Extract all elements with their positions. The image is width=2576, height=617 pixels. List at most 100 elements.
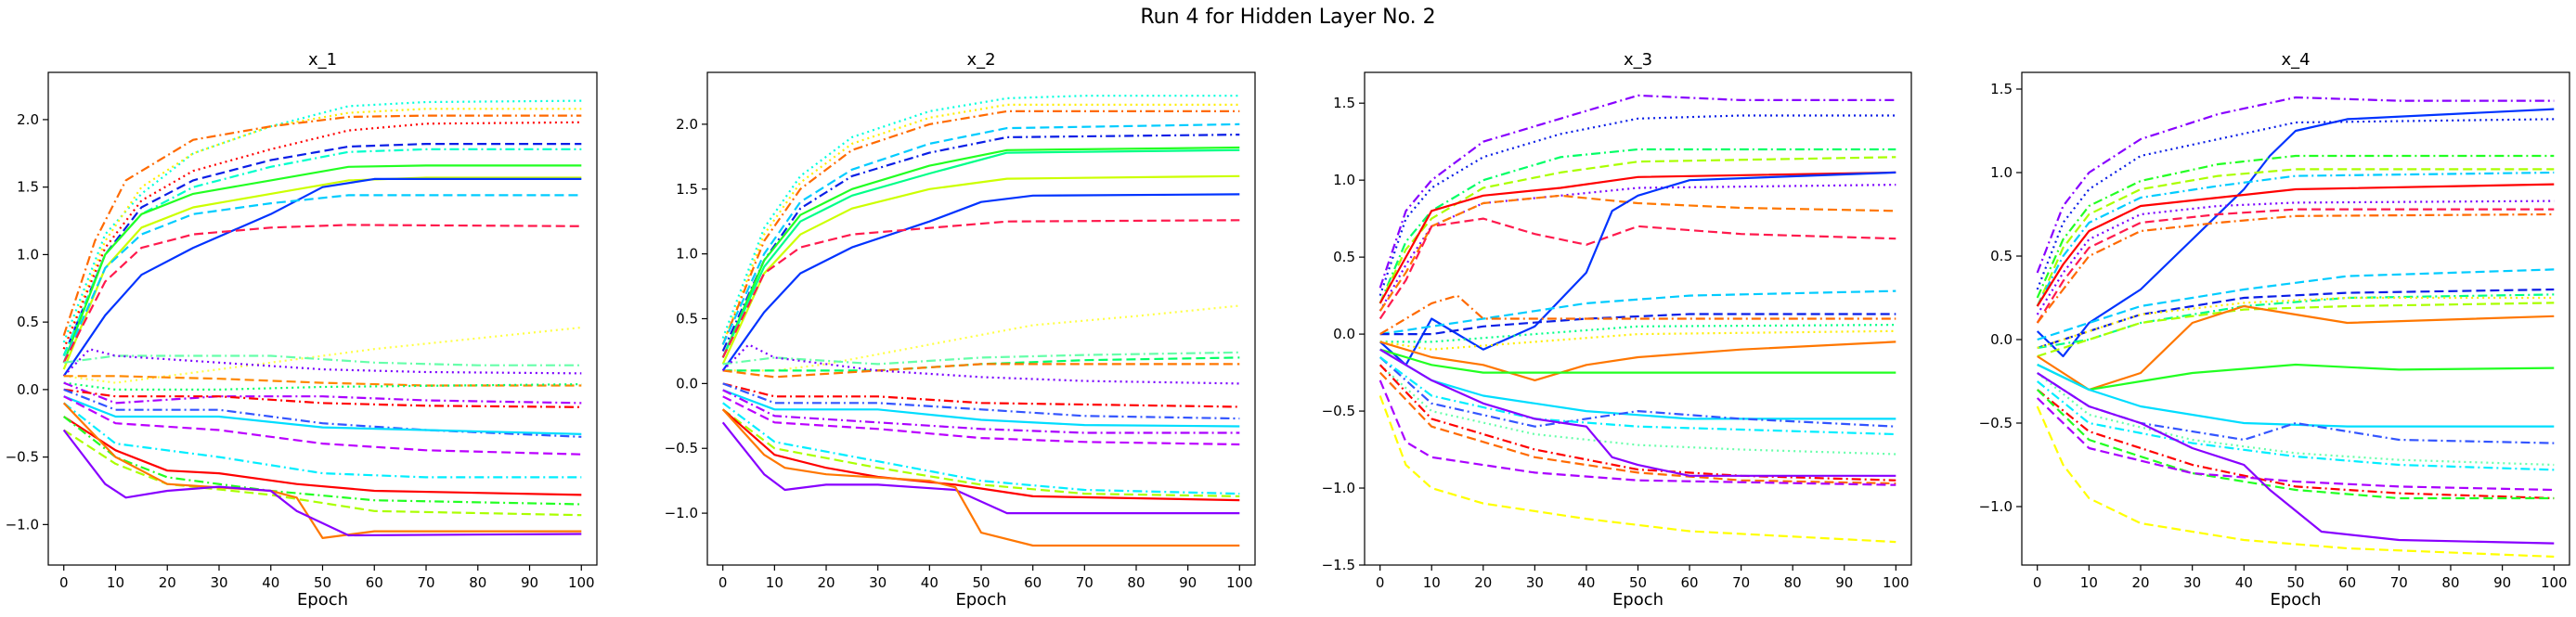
series-line-23 <box>2036 389 2555 500</box>
x-axis-label: Epoch <box>955 590 1006 610</box>
y-tick-label: 1.5 <box>1333 95 1355 111</box>
x-tick-label: 90 <box>2493 574 2511 591</box>
series-line-9 <box>2036 208 2555 324</box>
series-line-20 <box>1379 364 1896 456</box>
x-tick-label: 50 <box>1629 574 1647 591</box>
series-line-1 <box>2036 96 2555 274</box>
x-tick-label: 30 <box>210 574 227 591</box>
series-line-14 <box>2037 296 2555 350</box>
series-line-9 <box>62 177 582 377</box>
x-tick-label: 30 <box>2183 574 2201 591</box>
x-tick-label: 80 <box>469 574 486 591</box>
series-line-2 <box>1379 114 1896 296</box>
series-line-10 <box>721 219 1240 358</box>
series-line-4 <box>2036 154 2555 299</box>
y-tick-label: 0.0 <box>17 381 39 398</box>
x-tick-label: 50 <box>2286 574 2304 591</box>
series-line-4 <box>62 121 582 350</box>
x-tick-label: 60 <box>366 574 383 591</box>
series-line-14 <box>62 348 582 378</box>
series-line-3 <box>721 109 1240 345</box>
series-line-4 <box>721 122 1240 345</box>
series-line-16 <box>1379 348 1896 374</box>
series-line-20 <box>2037 372 2555 467</box>
x-tick-label: 0 <box>2033 574 2042 591</box>
y-tick-label: 0.5 <box>1990 248 2013 264</box>
series-line-21 <box>722 402 1240 495</box>
x-tick-label: 100 <box>568 574 595 591</box>
x-tick-label: 70 <box>1076 574 1094 591</box>
x-tick-label: 40 <box>921 574 938 591</box>
series-line-24 <box>63 416 582 506</box>
x-tick-label: 10 <box>766 574 783 591</box>
series-group <box>1379 94 1896 544</box>
series-line-27 <box>62 429 582 537</box>
x-tick-label: 20 <box>159 574 176 591</box>
y-tick-label: 0.5 <box>676 311 698 328</box>
x-tick-label: 90 <box>521 574 538 591</box>
x-tick-label: 70 <box>417 574 434 591</box>
x-tick-label: 20 <box>2131 574 2149 591</box>
y-tick-label: −1.0 <box>6 516 39 533</box>
series-line-19 <box>2037 372 2555 444</box>
series-line-1 <box>1379 94 1896 289</box>
series-line-25 <box>2037 372 2555 545</box>
series-line-21 <box>63 395 582 456</box>
x-tick-label: 100 <box>1226 574 1253 591</box>
series-line-2 <box>721 103 1240 345</box>
series-group <box>62 99 582 540</box>
axes-frame <box>47 71 598 566</box>
x-tick-label: 60 <box>2338 574 2356 591</box>
series-line-4 <box>1379 156 1896 304</box>
subplot-x-1: 0 10 20 30 40 50 60 70 80 90 100 −1.0 −0.5 0.0 0.5 1.0 1… <box>6 50 598 610</box>
series-line-20 <box>722 395 1240 446</box>
series-line-23 <box>1379 348 1896 477</box>
series-line-8 <box>1379 217 1896 320</box>
series-line-16 <box>2037 304 2555 392</box>
series-line-3 <box>62 114 582 337</box>
x-tick-label: 30 <box>1526 574 1544 591</box>
series-line-18 <box>63 388 582 408</box>
series-line-9 <box>721 193 1240 372</box>
subplot-title: x_4 <box>2281 50 2310 70</box>
series-line-24 <box>2036 397 2555 492</box>
x-tick-label: 0 <box>1376 574 1385 591</box>
x-tick-label: 70 <box>2390 574 2408 591</box>
y-tick-label: 1.0 <box>676 246 698 263</box>
series-line-13 <box>722 356 1240 372</box>
series-line-6 <box>2036 171 2555 307</box>
series-line-10 <box>2036 212 2555 324</box>
series-line-26 <box>62 402 582 540</box>
y-tick-label: −0.5 <box>1322 403 1355 419</box>
x-axis-label: Epoch <box>297 590 348 610</box>
x-tick-label: 90 <box>1179 574 1197 591</box>
y-tick-label: 2.0 <box>17 111 39 128</box>
series-line-9 <box>1379 171 1896 366</box>
y-tick-label: −1.0 <box>665 505 698 521</box>
x-tick-label: 70 <box>1732 574 1750 591</box>
y-tick-label: 1.5 <box>17 179 39 196</box>
series-line-17 <box>63 381 582 405</box>
series-line-21 <box>2037 380 2555 471</box>
x-tick-label: 80 <box>1784 574 1802 591</box>
y-tick-label: 1.0 <box>1333 172 1355 188</box>
series-line-22 <box>722 408 1240 497</box>
series-line-11 <box>1379 313 1896 336</box>
series-line-12 <box>722 351 1240 366</box>
series-line-15 <box>63 375 582 387</box>
series-line-25 <box>63 429 582 517</box>
series-line-7 <box>721 148 1240 358</box>
series-line-5 <box>1379 171 1896 304</box>
series-line-16 <box>63 381 582 391</box>
x-tick-label: 0 <box>718 574 728 591</box>
subplot-title: x_2 <box>966 50 995 70</box>
series-line-18 <box>1379 356 1896 428</box>
y-tick-label: 0.0 <box>1333 326 1355 342</box>
series-line-22 <box>2037 389 2555 500</box>
series-line-14 <box>1379 329 1896 351</box>
series-line-15 <box>2037 302 2555 358</box>
y-tick-label: 0.0 <box>676 375 698 392</box>
series-line-17 <box>2037 363 2555 392</box>
series-group <box>2036 96 2555 559</box>
